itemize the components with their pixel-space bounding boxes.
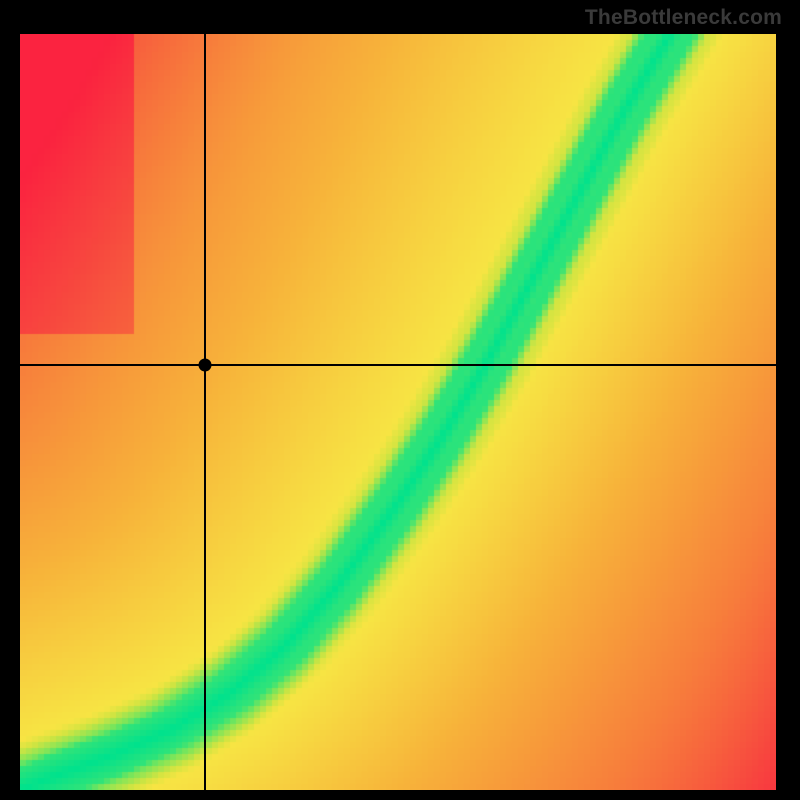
crosshair-vertical — [204, 34, 206, 790]
crosshair-dot — [199, 359, 212, 372]
plot-area — [20, 34, 776, 790]
heatmap-canvas — [20, 34, 776, 790]
crosshair-horizontal — [20, 364, 776, 366]
watermark-text: TheBottleneck.com — [585, 6, 782, 30]
chart-frame: TheBottleneck.com — [0, 0, 800, 800]
